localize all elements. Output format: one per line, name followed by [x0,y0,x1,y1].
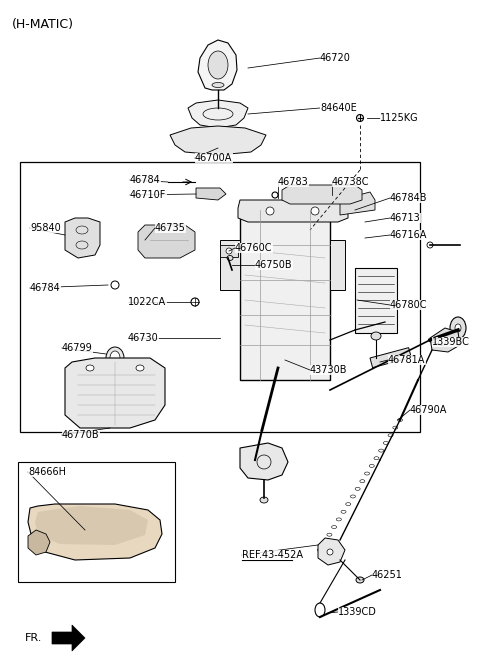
Text: 46750B: 46750B [255,260,293,270]
Ellipse shape [356,577,364,583]
Bar [330,240,345,290]
Polygon shape [188,100,248,128]
Polygon shape [430,328,460,352]
Ellipse shape [357,115,363,121]
Polygon shape [318,538,345,565]
Text: 46716A: 46716A [390,230,427,240]
Ellipse shape [327,549,333,555]
Text: 46784: 46784 [30,283,61,293]
Text: 46710F: 46710F [130,190,167,200]
Ellipse shape [315,603,325,617]
Text: 1022CA: 1022CA [128,297,166,307]
Polygon shape [52,625,85,651]
Text: 84666H: 84666H [28,467,66,477]
Polygon shape [282,185,362,204]
Text: 46770B: 46770B [62,430,100,440]
Bar [20,162,420,432]
Text: 43730B: 43730B [310,365,348,375]
Text: 46784: 46784 [130,175,161,185]
Text: 46780C: 46780C [390,300,428,310]
Ellipse shape [455,324,461,332]
Ellipse shape [226,248,232,254]
Polygon shape [35,506,148,545]
Text: 46790A: 46790A [410,405,447,415]
Text: 95840: 95840 [30,223,61,233]
Ellipse shape [86,365,94,371]
Text: 46700A: 46700A [195,153,232,163]
Bar [355,268,397,333]
Bar [370,348,411,368]
Polygon shape [170,126,266,155]
Polygon shape [138,225,195,258]
Text: 46799: 46799 [62,343,93,353]
Ellipse shape [450,317,466,339]
Text: 84640E: 84640E [320,103,357,113]
Ellipse shape [212,83,224,87]
Ellipse shape [272,192,278,198]
Polygon shape [28,530,50,555]
Ellipse shape [227,255,233,261]
Ellipse shape [427,242,433,248]
Text: REF.43-452A: REF.43-452A [242,550,303,560]
Polygon shape [65,218,100,258]
Ellipse shape [260,497,268,503]
Ellipse shape [111,281,119,289]
Ellipse shape [191,298,199,306]
Polygon shape [340,192,375,215]
Text: 46738C: 46738C [332,177,370,187]
Bar [18,462,175,582]
Bar [240,210,330,380]
Text: 1339CD: 1339CD [338,607,377,617]
Ellipse shape [110,351,120,365]
Text: 46760C: 46760C [235,243,273,253]
Ellipse shape [136,365,144,371]
Text: 1339BC: 1339BC [432,337,470,347]
Polygon shape [240,443,288,480]
Polygon shape [196,188,226,200]
Text: 46783: 46783 [278,177,309,187]
Text: 46713: 46713 [390,213,421,223]
Text: 46735: 46735 [155,223,186,233]
Text: (H-MATIC): (H-MATIC) [12,18,74,31]
Polygon shape [198,40,237,90]
Polygon shape [65,358,165,428]
Text: 46251: 46251 [372,570,403,580]
Text: 1125KG: 1125KG [380,113,419,123]
Bar [220,240,240,290]
Text: 46730: 46730 [128,333,159,343]
Ellipse shape [266,207,274,215]
Ellipse shape [208,51,228,79]
Polygon shape [238,200,348,222]
Text: FR.: FR. [25,633,42,643]
Text: 46720: 46720 [320,53,351,63]
Ellipse shape [106,347,124,369]
Ellipse shape [439,338,445,346]
Ellipse shape [311,207,319,215]
Ellipse shape [371,332,381,340]
Text: 46781A: 46781A [388,355,425,365]
Polygon shape [28,504,162,560]
Text: 46784B: 46784B [390,193,428,203]
Bar [220,245,238,257]
